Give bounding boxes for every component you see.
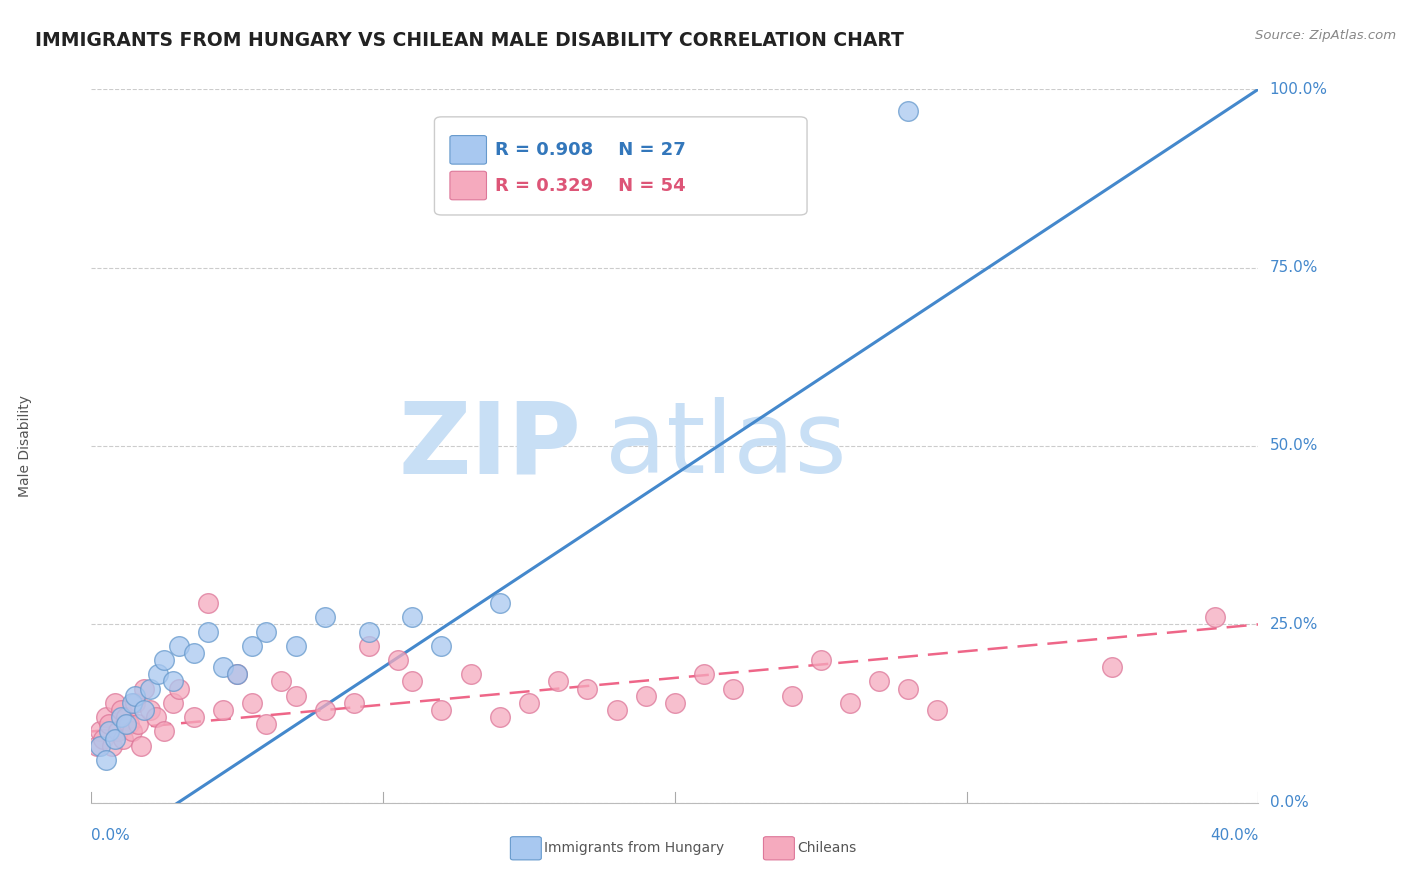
Text: atlas: atlas [605, 398, 846, 494]
Text: 40.0%: 40.0% [1211, 828, 1258, 843]
Text: Male Disability: Male Disability [18, 395, 32, 497]
Point [132, 703, 155, 717]
Point [284, 689, 307, 703]
Point [547, 674, 569, 689]
Point [110, 703, 132, 717]
Point [314, 703, 336, 717]
Point [634, 689, 657, 703]
Point [211, 660, 233, 674]
Point [343, 696, 366, 710]
Point [89, 739, 111, 753]
Point [153, 653, 176, 667]
Point [121, 724, 143, 739]
Point [153, 724, 176, 739]
Point [115, 710, 138, 724]
Point [112, 731, 135, 746]
Text: Source: ZipAtlas.com: Source: ZipAtlas.com [1256, 29, 1396, 42]
Point [927, 703, 949, 717]
Point [489, 710, 512, 724]
Point [97, 717, 120, 731]
Point [121, 696, 143, 710]
Point [110, 710, 132, 724]
Text: 25.0%: 25.0% [1270, 617, 1317, 632]
Point [124, 689, 146, 703]
Point [226, 667, 249, 681]
Point [838, 696, 860, 710]
Point [162, 674, 184, 689]
Point [256, 717, 278, 731]
Point [576, 681, 599, 696]
Text: 50.0%: 50.0% [1270, 439, 1317, 453]
Point [148, 667, 170, 681]
Point [430, 639, 453, 653]
Point [167, 639, 190, 653]
Point [197, 624, 219, 639]
Point [664, 696, 686, 710]
Point [124, 696, 146, 710]
Point [183, 710, 205, 724]
Point [226, 667, 249, 681]
Point [86, 739, 108, 753]
Point [118, 717, 141, 731]
Point [94, 753, 117, 767]
Point [197, 596, 219, 610]
Point [107, 724, 129, 739]
Text: ZIP: ZIP [399, 398, 582, 494]
Point [693, 667, 716, 681]
Point [132, 681, 155, 696]
Point [780, 689, 803, 703]
Point [517, 696, 540, 710]
Point [211, 703, 233, 717]
Point [387, 653, 409, 667]
Point [89, 724, 111, 739]
Point [101, 739, 124, 753]
Text: 100.0%: 100.0% [1270, 82, 1327, 96]
Point [284, 639, 307, 653]
Text: Chileans: Chileans [797, 841, 856, 855]
Point [104, 731, 127, 746]
Point [810, 653, 832, 667]
Text: 0.0%: 0.0% [91, 828, 131, 843]
Point [240, 696, 263, 710]
Point [314, 610, 336, 624]
Point [145, 710, 167, 724]
Text: 75.0%: 75.0% [1270, 260, 1317, 275]
Text: 0.0%: 0.0% [1270, 796, 1309, 810]
Point [897, 681, 920, 696]
Text: R = 0.908    N = 27: R = 0.908 N = 27 [495, 141, 686, 159]
Point [357, 639, 380, 653]
Point [138, 681, 162, 696]
Text: Immigrants from Hungary: Immigrants from Hungary [544, 841, 724, 855]
Point [115, 717, 138, 731]
Point [489, 596, 512, 610]
Point [897, 103, 920, 118]
Point [94, 710, 117, 724]
Point [357, 624, 380, 639]
Point [1204, 610, 1226, 624]
Point [240, 639, 263, 653]
Point [183, 646, 205, 660]
Point [104, 696, 127, 710]
Point [162, 696, 184, 710]
Text: IMMIGRANTS FROM HUNGARY VS CHILEAN MALE DISABILITY CORRELATION CHART: IMMIGRANTS FROM HUNGARY VS CHILEAN MALE … [35, 31, 904, 50]
Text: R = 0.329    N = 54: R = 0.329 N = 54 [495, 177, 686, 194]
Point [868, 674, 890, 689]
Point [606, 703, 628, 717]
Point [460, 667, 482, 681]
Point [256, 624, 278, 639]
Point [401, 610, 423, 624]
Point [167, 681, 190, 696]
Point [430, 703, 453, 717]
Point [270, 674, 292, 689]
Point [91, 731, 114, 746]
Point [97, 724, 120, 739]
Point [138, 703, 162, 717]
Point [127, 717, 149, 731]
Point [1101, 660, 1123, 674]
Point [401, 674, 423, 689]
Point [129, 739, 152, 753]
Point [723, 681, 745, 696]
